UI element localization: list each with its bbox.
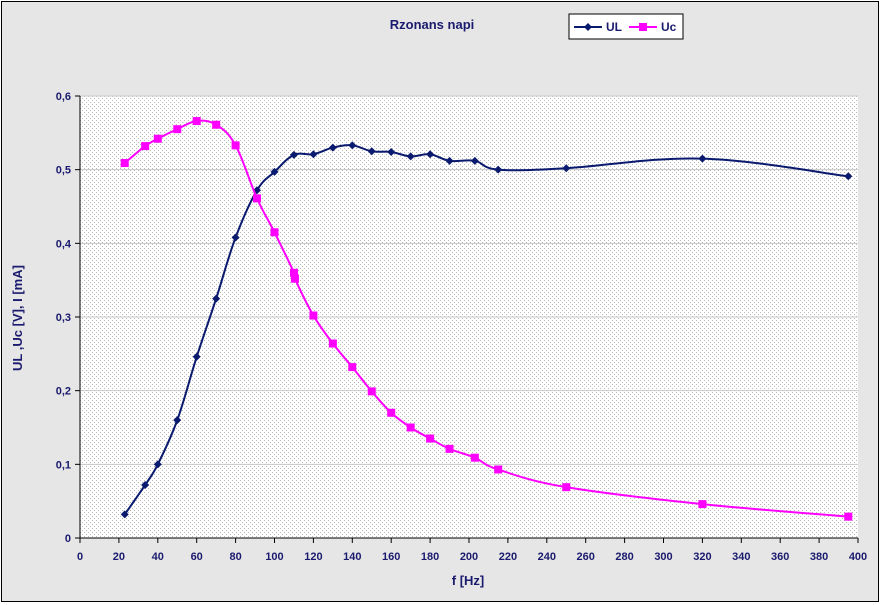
data-point-ul — [494, 165, 503, 174]
x-tick-label: 220 — [499, 551, 517, 563]
axes: 0 0,1 0,2 0,3 0,4 0,5 0,6 0 20 40 60 80 100 120 140 160… — [56, 91, 867, 563]
data-point-uc — [426, 434, 435, 443]
x-tick-label: 160 — [382, 551, 400, 563]
data-point-uc — [470, 453, 479, 462]
x-axis-label: f [Hz] — [452, 573, 485, 588]
data-point-uc — [153, 134, 162, 143]
data-point-ul — [367, 147, 376, 156]
data-point-ul — [426, 150, 435, 159]
data-point-uc — [290, 274, 299, 283]
data-point-ul — [387, 147, 396, 156]
x-tick-label: 120 — [304, 551, 322, 563]
data-point-ul — [844, 172, 853, 181]
data-point-uc — [289, 268, 298, 277]
data-point-uc — [844, 512, 853, 521]
data-point-ul — [562, 164, 571, 173]
data-point-ul — [289, 150, 298, 159]
data-point-ul — [698, 154, 707, 163]
y-axis-label: UL ,Uc [V], I [mA] — [10, 265, 25, 371]
data-point-uc — [270, 228, 279, 237]
x-tick-label: 180 — [421, 551, 439, 563]
data-point-ul — [192, 352, 201, 361]
x-tick-label: 320 — [693, 551, 711, 563]
data-point-ul — [141, 480, 150, 489]
x-tick-label: 380 — [810, 551, 828, 563]
data-point-uc — [328, 339, 337, 348]
x-tick-label: 340 — [732, 551, 750, 563]
chart-title: Rzonans napi — [390, 17, 475, 32]
legend: UL Uc — [568, 13, 684, 40]
x-tick-label: 80 — [229, 551, 241, 563]
x-tick-label: 200 — [460, 551, 478, 563]
data-point-uc — [387, 408, 396, 417]
legend-uc-marker — [639, 23, 647, 31]
data-point-ul — [212, 294, 221, 303]
x-tick-label: 400 — [849, 551, 867, 563]
x-tick-label: 20 — [113, 551, 125, 563]
legend-ul-label: UL — [606, 20, 622, 34]
gridlines — [80, 95, 858, 465]
data-point-uc — [406, 423, 415, 432]
data-point-uc — [231, 141, 240, 150]
data-point-uc — [309, 311, 318, 320]
data-point-uc — [562, 483, 571, 492]
data-point-uc — [212, 120, 221, 129]
y-tick-label: 0,5 — [56, 165, 71, 177]
y-tick-label: 0,4 — [56, 238, 72, 250]
data-point-ul — [348, 141, 357, 150]
x-tick-label: 0 — [77, 551, 83, 563]
data-point-ul — [328, 143, 337, 152]
series-layer — [120, 117, 853, 521]
legend-ul-marker — [584, 23, 592, 31]
data-point-uc — [494, 465, 503, 474]
x-tick-label: 360 — [771, 551, 789, 563]
data-point-uc — [173, 125, 182, 134]
data-point-uc — [192, 117, 201, 126]
x-tick-label: 100 — [265, 551, 283, 563]
data-point-uc — [367, 387, 376, 396]
legend-uc-label: Uc — [661, 20, 677, 34]
y-tick-label: 0,2 — [56, 386, 71, 398]
y-tick-label: 0,6 — [56, 91, 71, 103]
x-tick-label: 60 — [191, 551, 203, 563]
data-point-uc — [445, 444, 454, 453]
data-point-ul — [445, 156, 454, 165]
x-tick-label: 300 — [654, 551, 672, 563]
data-point-ul — [309, 150, 318, 159]
data-point-ul — [470, 156, 479, 165]
x-tick-label: 40 — [152, 551, 164, 563]
data-point-uc — [120, 159, 129, 168]
x-tick-label: 140 — [343, 551, 361, 563]
data-point-uc — [348, 363, 357, 372]
y-tick-label: 0 — [65, 533, 71, 545]
data-point-uc — [141, 142, 150, 151]
data-point-uc — [252, 194, 261, 203]
data-point-ul — [270, 167, 279, 176]
y-tick-label: 0,3 — [56, 312, 71, 324]
x-tick-label: 240 — [538, 551, 556, 563]
data-point-ul — [120, 510, 129, 519]
data-point-ul — [231, 233, 240, 242]
data-point-uc — [698, 500, 707, 509]
data-point-ul — [173, 416, 182, 425]
data-point-ul — [153, 460, 162, 469]
y-tick-label: 0,1 — [56, 459, 71, 471]
x-tick-label: 280 — [615, 551, 633, 563]
data-point-ul — [406, 152, 415, 161]
x-tick-label: 260 — [577, 551, 595, 563]
